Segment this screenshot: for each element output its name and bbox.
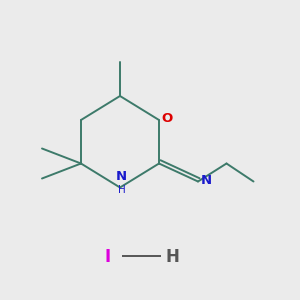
Text: N: N: [201, 174, 212, 187]
Text: H: H: [118, 185, 125, 195]
Text: H: H: [166, 248, 179, 266]
Text: N: N: [116, 170, 127, 183]
Text: O: O: [162, 112, 173, 125]
Text: I: I: [105, 248, 111, 266]
